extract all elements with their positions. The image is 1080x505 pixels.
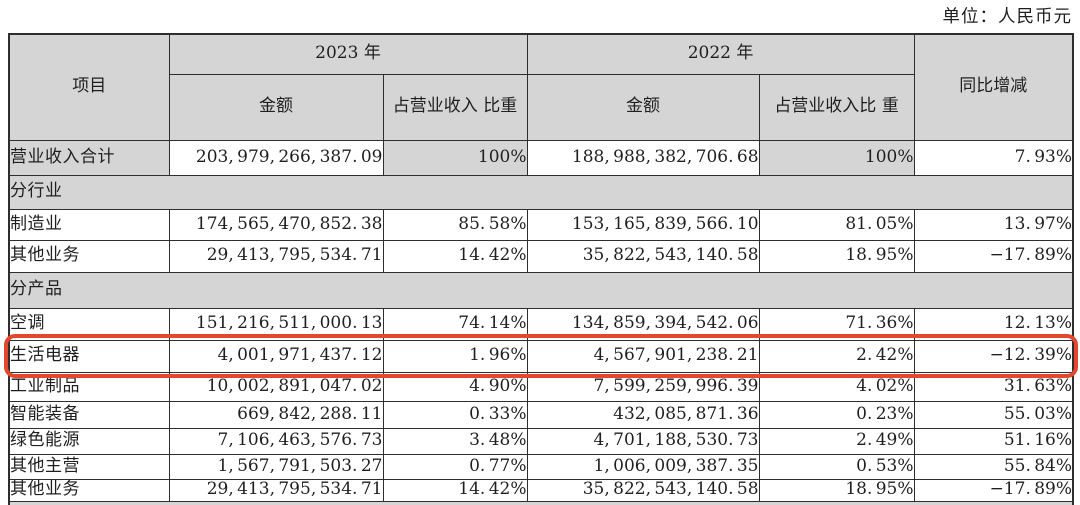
cell-yoy: 51. 16% bbox=[913, 427, 1074, 455]
cell-pct-2022: 100% bbox=[758, 139, 915, 176]
revenue-breakdown-table: 项目 2023 年 2022 年 同比增减 金额 占营业收入 比重 金额 占营业… bbox=[8, 33, 1075, 505]
cell-pct-2023: 14. 42% bbox=[382, 478, 528, 502]
cell-pct-2022: 2. 49% bbox=[758, 427, 915, 455]
header-yoy: 同比增减 bbox=[913, 33, 1074, 141]
header-item: 项目 bbox=[8, 33, 170, 141]
cell-pct-2022: 4. 02% bbox=[758, 371, 915, 402]
cell-amount-2022: 35, 822, 543, 140. 58 bbox=[526, 239, 760, 273]
cell-yoy: −12. 39% bbox=[913, 339, 1074, 373]
cell-amount-2023: 669, 842, 288. 11 bbox=[168, 400, 384, 429]
cell-yoy: 55. 84% bbox=[913, 453, 1074, 480]
cell-amount-2022: 7, 599, 259, 996. 39 bbox=[526, 371, 760, 402]
cell-amount-2022: 4, 567, 901, 238. 21 bbox=[526, 339, 760, 373]
cell-label: 制造业 bbox=[8, 208, 170, 241]
header-pct-2023: 占营业收入 比重 bbox=[382, 73, 528, 141]
section-row-by-industry: 分行业 bbox=[8, 174, 1074, 210]
table-row-total: 营业收入合计 203, 979, 266, 387. 09 100% 188, … bbox=[8, 139, 1074, 176]
cell-pct-2022: 81. 05% bbox=[758, 208, 915, 241]
cell-pct-2023: 0. 77% bbox=[382, 453, 528, 480]
cell-pct-2022: 18. 95% bbox=[758, 239, 915, 273]
cell-yoy: 7. 93% bbox=[913, 139, 1074, 176]
section-label: 分产品 bbox=[8, 271, 1074, 309]
cell-pct-2023: 3. 48% bbox=[382, 427, 528, 455]
section-row-by-product: 分产品 bbox=[8, 271, 1074, 309]
cell-amount-2023: 7, 106, 463, 576. 73 bbox=[168, 427, 384, 455]
cell-yoy: 31. 63% bbox=[913, 371, 1074, 402]
cell-label: 其他业务 bbox=[8, 478, 170, 502]
cell-yoy: 12. 13% bbox=[913, 307, 1074, 341]
cell-pct-2023: 0. 33% bbox=[382, 400, 528, 429]
cell-pct-2023: 14. 42% bbox=[382, 239, 528, 273]
cell-label: 生活电器 bbox=[8, 339, 170, 373]
cell-pct-2022: 2. 42% bbox=[758, 339, 915, 373]
cell-amount-2023: 10, 002, 891, 047. 02 bbox=[168, 371, 384, 402]
cell-amount-2023: 4, 001, 971, 437. 12 bbox=[168, 339, 384, 373]
table-row: 其他业务 29, 413, 795, 534. 71 14. 42% 35, 8… bbox=[8, 239, 1074, 273]
cell-label: 其他主营 bbox=[8, 453, 170, 480]
cell-amount-2022: 188, 988, 382, 706. 68 bbox=[526, 139, 760, 176]
cell-amount-2022: 134, 859, 394, 542. 06 bbox=[526, 307, 760, 341]
section-label: 分行业 bbox=[8, 174, 1074, 210]
cell-amount-2023: 151, 216, 511, 000. 13 bbox=[168, 307, 384, 341]
header-pct-2022: 占营业收入比 重 bbox=[758, 73, 915, 141]
cell-pct-2022: 18. 95% bbox=[758, 478, 915, 502]
table-row: 制造业 174, 565, 470, 852. 38 85. 58% 153, … bbox=[8, 208, 1074, 241]
table-row: 空调 151, 216, 511, 000. 13 74. 14% 134, 8… bbox=[8, 307, 1074, 341]
cell-pct-2023: 1. 96% bbox=[382, 339, 528, 373]
cell-amount-2023: 29, 413, 795, 534. 71 bbox=[168, 239, 384, 273]
table-row: 智能装备 669, 842, 288. 11 0. 33% 432, 085, … bbox=[8, 400, 1074, 429]
header-year-2023: 2023 年 bbox=[168, 33, 528, 75]
cell-amount-2022: 4, 701, 188, 530. 73 bbox=[526, 427, 760, 455]
highlight-row: 生活电器 4, 001, 971, 437. 12 1. 96% 4, 567,… bbox=[8, 339, 1074, 373]
header-row-measures: 金额 占营业收入 比重 金额 占营业收入比 重 bbox=[9, 73, 1073, 141]
cell-amount-2023: 29, 413, 795, 534. 71 bbox=[168, 478, 384, 502]
table-row: 工业制品 10, 002, 891, 047. 02 4. 90% 7, 599… bbox=[8, 371, 1074, 402]
cell-label: 营业收入合计 bbox=[8, 139, 170, 176]
cell-pct-2023: 85. 58% bbox=[382, 208, 528, 241]
cell-amount-2022: 1, 006, 009, 387. 35 bbox=[526, 453, 760, 480]
cell-amount-2023: 203, 979, 266, 387. 09 bbox=[168, 139, 384, 176]
cell-label: 智能装备 bbox=[8, 400, 170, 429]
cell-amount-2022: 432, 085, 871. 36 bbox=[526, 400, 760, 429]
next-section-partial-row bbox=[8, 500, 1074, 505]
header-amount-2022: 金额 bbox=[526, 73, 760, 141]
cell-pct-2023: 4. 90% bbox=[382, 371, 528, 402]
table-row: 其他主营 1, 567, 791, 503. 27 0. 77% 1, 006,… bbox=[8, 453, 1074, 480]
cell-pct-2023: 100% bbox=[382, 139, 528, 176]
header-year-2022: 2022 年 bbox=[526, 33, 915, 75]
cell-pct-2022: 0. 53% bbox=[758, 453, 915, 480]
table-row: 绿色能源 7, 106, 463, 576. 73 3. 48% 4, 701,… bbox=[8, 427, 1074, 455]
cell-amount-2023: 174, 565, 470, 852. 38 bbox=[168, 208, 384, 241]
partial-section-cell bbox=[8, 500, 1074, 505]
cell-yoy: −17. 89% bbox=[913, 239, 1074, 273]
cell-amount-2023: 1, 567, 791, 503. 27 bbox=[168, 453, 384, 480]
cell-label: 绿色能源 bbox=[8, 427, 170, 455]
cell-label: 其他业务 bbox=[8, 239, 170, 273]
unit-label: 单位：人民币元 bbox=[942, 7, 1072, 27]
cell-amount-2022: 35, 822, 543, 140. 58 bbox=[526, 478, 760, 502]
header-row-years: 项目 2023 年 2022 年 同比增减 bbox=[8, 33, 1074, 141]
cell-pct-2022: 71. 36% bbox=[758, 307, 915, 341]
cell-label: 工业制品 bbox=[8, 371, 170, 402]
cell-pct-2023: 74. 14% bbox=[382, 307, 528, 341]
header-amount-2023: 金额 bbox=[168, 73, 384, 141]
table-row: 其他业务 29, 413, 795, 534. 71 14. 42% 35, 8… bbox=[8, 478, 1074, 502]
cell-yoy: −17. 89% bbox=[913, 478, 1074, 502]
cell-yoy: 55. 03% bbox=[913, 400, 1074, 429]
cell-pct-2022: 0. 23% bbox=[758, 400, 915, 429]
cell-label: 空调 bbox=[8, 307, 170, 341]
table-header: 项目 2023 年 2022 年 同比增减 金额 占营业收入 比重 金额 占营业… bbox=[8, 33, 1074, 141]
cell-amount-2022: 153, 165, 839, 566. 10 bbox=[526, 208, 760, 241]
cell-yoy: 13. 97% bbox=[913, 208, 1074, 241]
